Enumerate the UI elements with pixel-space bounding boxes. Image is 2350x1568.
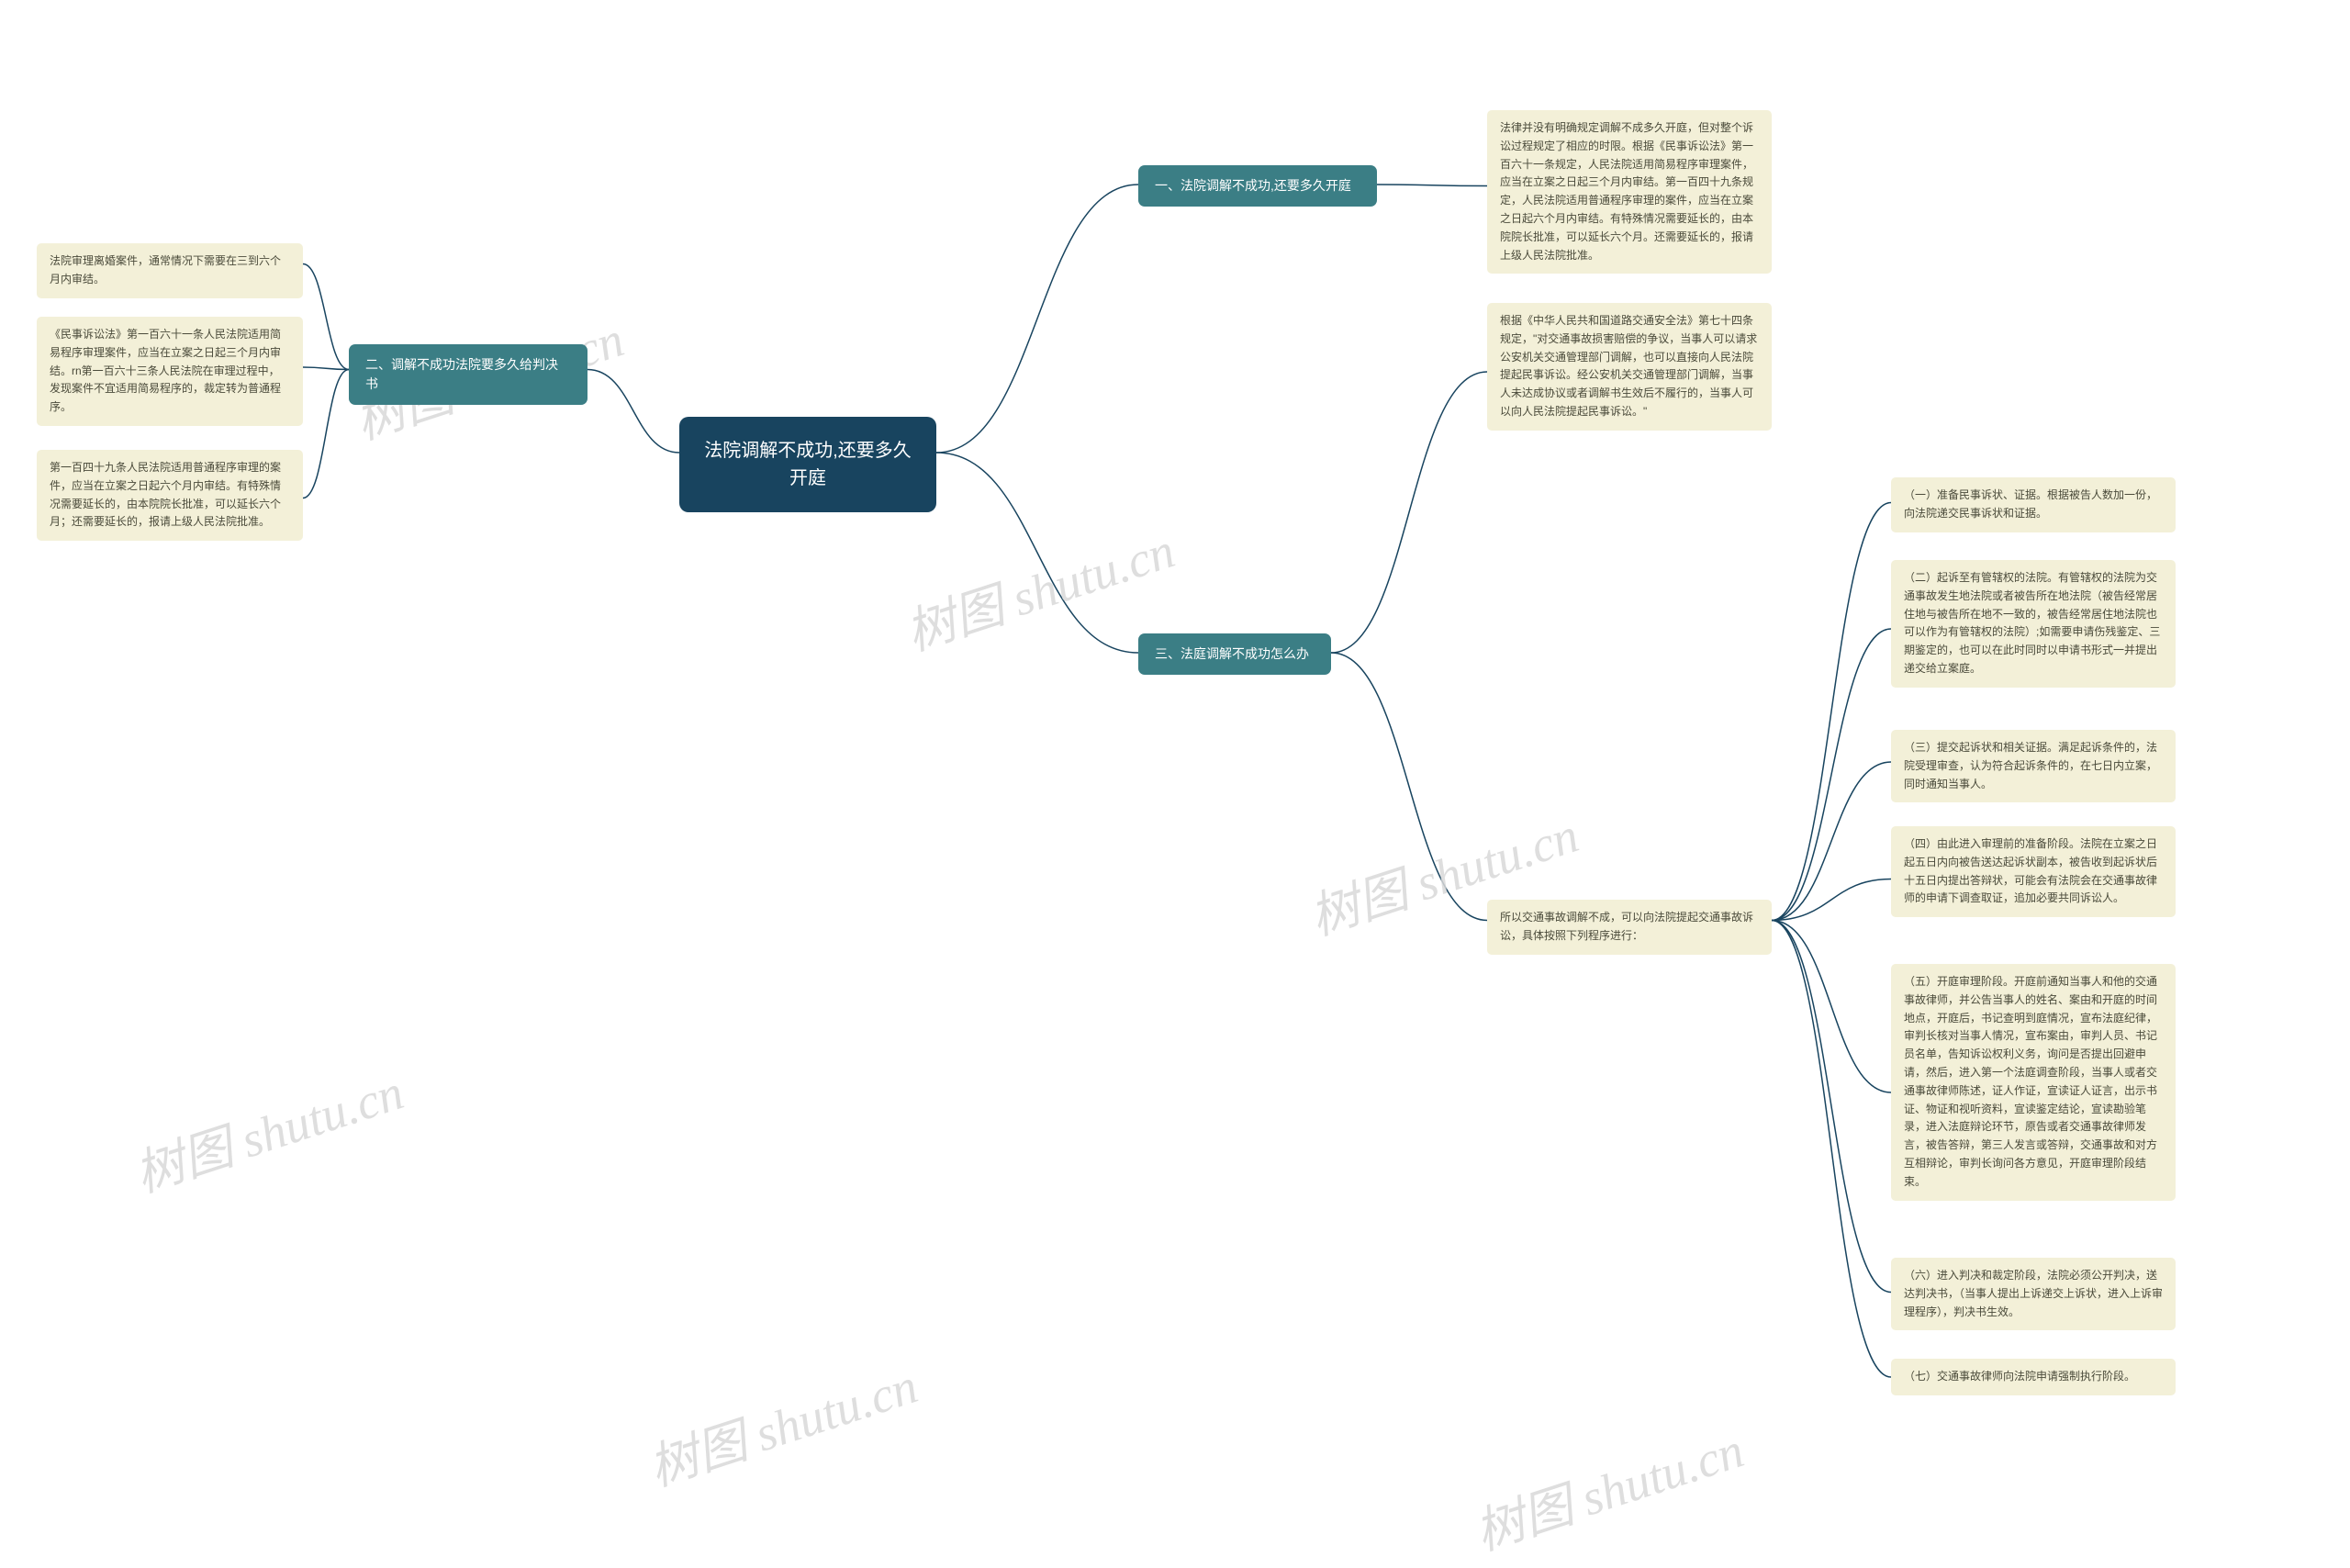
watermark: 树图 shutu.cn <box>638 1345 925 1500</box>
subleaf-node: （七）交通事故律师向法院申请强制执行阶段。 <box>1891 1359 2176 1395</box>
watermark: 树图 shutu.cn <box>1464 1409 1751 1564</box>
leaf-node: 第一百四十九条人民法院适用普通程序审理的案件，应当在立案之日起六个月内审结。有特… <box>37 450 303 541</box>
subleaf-node: （一）准备民事诉状、证据。根据被告人数加一份，向法院递交民事诉状和证据。 <box>1891 477 2176 532</box>
leaf-node: 根据《中华人民共和国道路交通安全法》第七十四条规定，"对交通事故损害赔偿的争议，… <box>1487 303 1772 431</box>
subleaf-node: （六）进入判决和裁定阶段，法院必须公开判决，送达判决书，（当事人提出上诉递交上诉… <box>1891 1258 2176 1330</box>
subleaf-node: （二）起诉至有管辖权的法院。有管辖权的法院为交通事故发生地法院或者被告所在地法院… <box>1891 560 2176 688</box>
leaf-node: 法院审理离婚案件，通常情况下需要在三到六个月内审结。 <box>37 243 303 298</box>
subleaf-node: （三）提交起诉状和相关证据。满足起诉条件的，法院受理审查，认为符合起诉条件的，在… <box>1891 730 2176 802</box>
subleaf-node: （四）由此进入审理前的准备阶段。法院在立案之日起五日内向被告送达起诉状副本，被告… <box>1891 826 2176 917</box>
leaf-node: 所以交通事故调解不成，可以向法院提起交通事故诉讼，具体按照下列程序进行： <box>1487 900 1772 955</box>
watermark: 树图 shutu.cn <box>124 1051 411 1206</box>
branch-node-b1: 一、法院调解不成功,还要多久开庭 <box>1138 165 1377 207</box>
center-node: 法院调解不成功,还要多久开庭 <box>679 417 936 512</box>
subleaf-node: （五）开庭审理阶段。开庭前通知当事人和他的交通事故律师，并公告当事人的姓名、案由… <box>1891 964 2176 1201</box>
leaf-node: 法律并没有明确规定调解不成多久开庭，但对整个诉讼过程规定了相应的时限。根据《民事… <box>1487 110 1772 274</box>
branch-node-b2: 二、调解不成功法院要多久给判决书 <box>349 344 588 405</box>
branch-node-b3: 三、法庭调解不成功怎么办 <box>1138 633 1331 675</box>
leaf-node: 《民事诉讼法》第一百六十一条人民法院适用简易程序审理案件，应当在立案之日起三个月… <box>37 317 303 426</box>
